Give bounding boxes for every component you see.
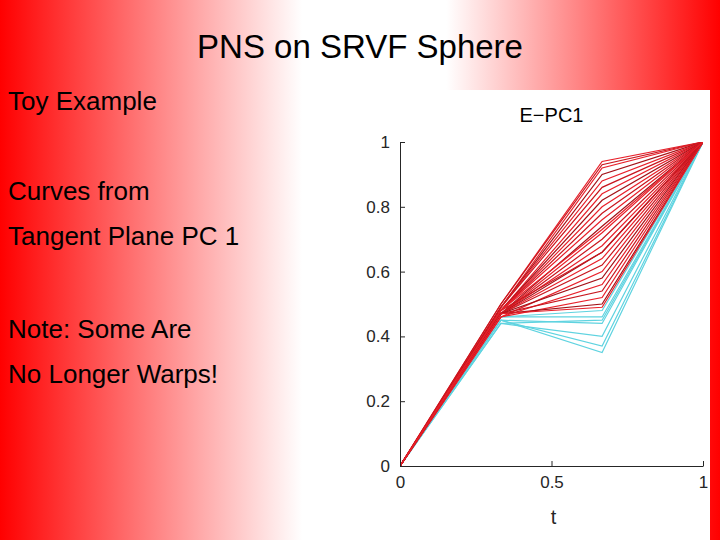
curve bbox=[400, 142, 703, 466]
curve bbox=[400, 142, 703, 466]
curve bbox=[400, 142, 703, 466]
y-tick-label: 0 bbox=[381, 457, 390, 476]
curve bbox=[400, 142, 703, 466]
curve bbox=[400, 142, 703, 466]
y-tick-mark bbox=[400, 142, 405, 143]
y-tick-label: 0.4 bbox=[366, 327, 390, 346]
curve bbox=[400, 142, 703, 466]
curve bbox=[400, 142, 703, 466]
curve bbox=[400, 142, 703, 466]
x-axis-line bbox=[401, 466, 704, 467]
y-tick-mark bbox=[400, 272, 405, 273]
y-tick-label: 0.6 bbox=[366, 263, 390, 282]
curve bbox=[400, 142, 703, 466]
curve bbox=[400, 142, 703, 466]
chart: 00.5100.20.40.60.81E−PC1t bbox=[366, 104, 708, 528]
curve bbox=[400, 142, 703, 466]
chart-title: E−PC1 bbox=[520, 104, 584, 126]
curve bbox=[400, 142, 703, 466]
bullet-text: Toy Example bbox=[8, 86, 157, 116]
curve bbox=[400, 142, 703, 466]
x-tick-label: 1 bbox=[699, 473, 708, 492]
curve bbox=[400, 142, 703, 466]
y-tick-mark bbox=[400, 466, 405, 467]
curve bbox=[400, 142, 703, 466]
y-tick-label: 0.8 bbox=[366, 198, 390, 217]
curve bbox=[400, 142, 703, 466]
y-tick-mark bbox=[400, 207, 405, 208]
curve bbox=[400, 142, 703, 466]
slide: PNS on SRVF Sphere Toy Example Curves from… bbox=[0, 0, 720, 540]
curve bbox=[400, 142, 703, 466]
curve bbox=[400, 142, 703, 466]
curve bbox=[400, 142, 703, 466]
lines bbox=[400, 142, 703, 466]
x-tick-label: 0.5 bbox=[540, 473, 564, 492]
curve bbox=[400, 142, 703, 466]
curve bbox=[400, 142, 703, 466]
curve bbox=[400, 142, 703, 466]
y-axis: 0 0.2 0.4 0.6 0.8 1 bbox=[366, 133, 405, 476]
curve bbox=[400, 142, 703, 466]
chart-panel bbox=[362, 90, 710, 540]
slide-title: PNS on SRVF Sphere bbox=[197, 28, 523, 65]
curve bbox=[400, 142, 703, 466]
y-tick: 1 bbox=[381, 133, 405, 152]
curve bbox=[400, 142, 703, 466]
curve bbox=[400, 142, 703, 466]
y-tick: 0 bbox=[381, 457, 405, 476]
background bbox=[0, 0, 720, 540]
y-tick: 0.4 bbox=[366, 327, 405, 346]
y-tick: 0.2 bbox=[366, 392, 405, 411]
curve bbox=[400, 142, 703, 466]
x-tick-label: 0 bbox=[396, 473, 405, 492]
curve bbox=[400, 142, 703, 466]
y-tick-label: 1 bbox=[381, 133, 390, 152]
x-axis: 00.51 bbox=[396, 461, 708, 492]
curve bbox=[400, 142, 703, 466]
bullet-text: Tangent Plane PC 1 bbox=[8, 221, 239, 251]
x-tick: 1 bbox=[699, 461, 708, 492]
y-tick-label: 0.2 bbox=[366, 392, 390, 411]
y-tick-mark bbox=[400, 401, 405, 402]
x-tick-mark bbox=[552, 461, 553, 466]
x-axis-title: t bbox=[551, 506, 557, 528]
y-tick: 0.8 bbox=[366, 198, 405, 217]
y-axis-line bbox=[400, 143, 401, 467]
bullet-text: Curves from bbox=[8, 176, 150, 206]
y-tick-mark bbox=[400, 336, 405, 337]
y-tick: 0.6 bbox=[366, 263, 405, 282]
x-tick: 0.5 bbox=[540, 461, 564, 492]
curve bbox=[400, 142, 703, 466]
bullet-text: Note: Some Are bbox=[8, 314, 192, 344]
x-tick-mark bbox=[703, 461, 704, 466]
curve bbox=[400, 142, 703, 466]
curve bbox=[400, 142, 703, 466]
curve bbox=[400, 142, 703, 466]
bullet-text: No Longer Warps! bbox=[8, 359, 218, 389]
